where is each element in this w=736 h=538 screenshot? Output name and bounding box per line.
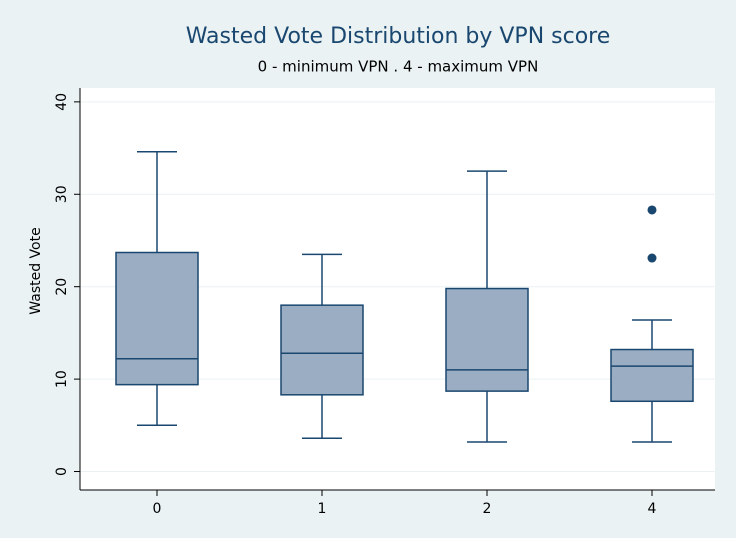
y-axis-label: Wasted Vote (28, 227, 44, 314)
x-tick-label: 1 (318, 501, 327, 517)
chart-title: Wasted Vote Distribution by VPN score (186, 24, 611, 49)
x-tick-label: 2 (483, 501, 492, 517)
x-tick-label: 4 (648, 501, 657, 517)
box (610, 348, 694, 403)
box (115, 251, 199, 386)
y-tick-label: 20 (54, 278, 70, 296)
y-tick-label: 40 (54, 93, 70, 111)
box (280, 304, 364, 396)
chart-subtitle: 0 - minimum VPN . 4 - maximum VPN (258, 58, 539, 76)
y-tick-label: 10 (54, 370, 70, 388)
box (445, 287, 529, 392)
y-tick-label: 0 (54, 467, 70, 476)
x-tick-label: 0 (153, 501, 162, 517)
y-tick-label: 30 (54, 185, 70, 203)
outlier (647, 253, 657, 263)
outlier (647, 205, 657, 215)
